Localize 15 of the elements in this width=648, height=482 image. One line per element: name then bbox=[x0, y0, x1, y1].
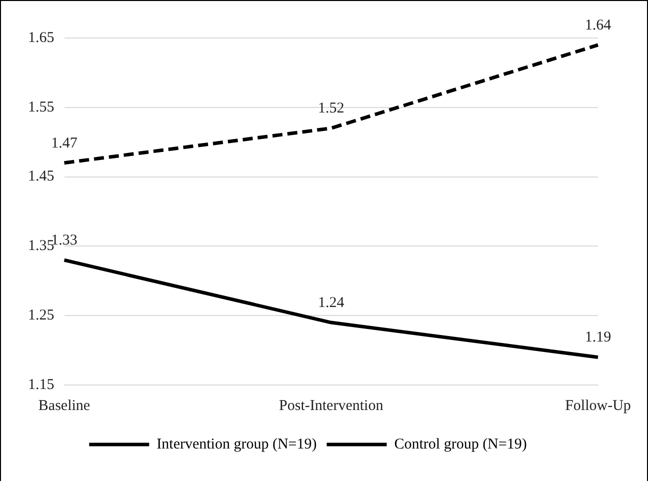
x-tick-label: Post-Intervention bbox=[279, 398, 384, 414]
legend-label: Control group (N=19) bbox=[394, 436, 527, 452]
data-label: 1.47 bbox=[51, 135, 78, 152]
y-tick-label: 1.45 bbox=[28, 168, 54, 185]
x-tick-label: Follow-Up bbox=[565, 398, 631, 414]
data-label: 1.52 bbox=[318, 100, 344, 117]
y-tick-label: 1.15 bbox=[28, 376, 54, 393]
legend-label: Intervention group (N=19) bbox=[156, 436, 317, 452]
data-label: 1.19 bbox=[584, 330, 612, 346]
y-tick-label: 1.55 bbox=[28, 99, 54, 116]
x-tick-label: Baseline bbox=[38, 398, 90, 414]
data-label: 1.24 bbox=[318, 294, 345, 311]
y-tick-label: 1.65 bbox=[28, 30, 54, 46]
y-tick-label: 1.25 bbox=[28, 308, 54, 324]
data-label: 1.64 bbox=[584, 17, 612, 34]
